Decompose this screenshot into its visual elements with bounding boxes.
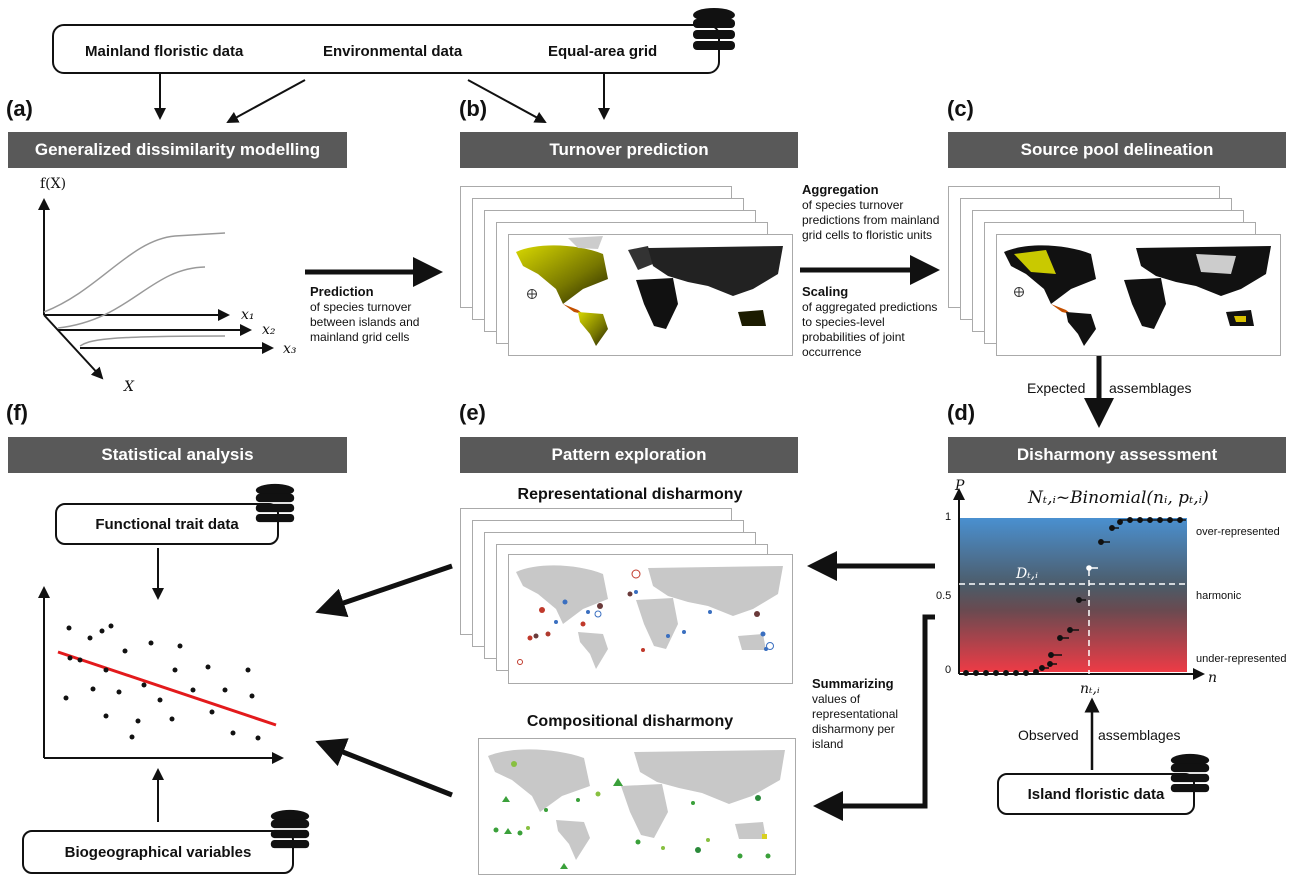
summarizing-bracket xyxy=(813,614,935,821)
x2-label: x₂ xyxy=(262,322,276,338)
panel-b-letter: (b) xyxy=(459,96,488,121)
panel-c-header: Source pool delineation xyxy=(948,132,1286,168)
scaling-head: Scaling xyxy=(802,284,849,299)
panel-f-header: Statistical analysis xyxy=(8,437,347,473)
source-pool-world-map xyxy=(1004,245,1271,346)
biogeographical-variables-box: Biogeographical variables xyxy=(22,830,294,874)
representational-world-map xyxy=(516,565,783,669)
expected-label: Expected xyxy=(1027,380,1086,396)
n-axis-label: n xyxy=(1208,670,1218,686)
cumulative-steps xyxy=(963,517,1186,676)
fx-label: f(X) xyxy=(40,176,67,192)
tick-0: 0 xyxy=(945,664,952,676)
compositional-title: Compositional disharmony xyxy=(526,713,734,730)
island-floristic-data-box: Island floristic data xyxy=(997,773,1195,815)
composition-markers xyxy=(493,761,771,869)
panel-a-header: Generalized dissimilarity modelling xyxy=(8,132,347,168)
panel-c-letter: (c) xyxy=(947,96,974,121)
regression-line xyxy=(57,650,277,727)
panel-e-header: Pattern exploration xyxy=(460,437,798,473)
panel-b-header: Turnover prediction xyxy=(460,132,798,168)
binomial-formula: Nₜ,ᵢ~Binomial(nᵢ, pₜ,ᵢ) xyxy=(1028,488,1209,508)
x1-label: x₁ xyxy=(241,307,255,323)
scaling-body: of aggregated predictions to species-lev… xyxy=(802,300,938,359)
database-icon xyxy=(270,809,310,849)
equal-area-grid-label: Equal-area grid xyxy=(548,43,658,60)
functional-trait-data-box: Functional trait data xyxy=(55,503,279,545)
X-label: X xyxy=(124,379,134,395)
representational-title: Representational disharmony xyxy=(517,486,743,503)
database-icon xyxy=(1170,753,1210,793)
top-arrows xyxy=(154,72,610,123)
crosshair-icon xyxy=(527,289,537,299)
scatter-plot xyxy=(38,586,284,764)
disharmony-plot xyxy=(953,488,1205,680)
crosshair-icon xyxy=(1014,287,1024,297)
observed-label: Observed xyxy=(1018,727,1079,743)
island-markers xyxy=(517,569,774,665)
gdm-plot xyxy=(38,198,274,380)
database-icon xyxy=(255,483,295,523)
summarizing-note: Summarizing values of representational d… xyxy=(812,676,920,752)
compositional-world-map xyxy=(488,749,785,869)
representational-to-analysis-arrow xyxy=(315,563,453,618)
summarizing-body: values of representational disharmony pe… xyxy=(812,692,899,751)
prediction-note: Prediction of species turnover between i… xyxy=(310,284,440,345)
over-represented-label: over-represented xyxy=(1196,526,1280,538)
panel-d-letter: (d) xyxy=(947,400,976,425)
gdm-curves xyxy=(43,232,226,347)
observed-assemblages-label: assemblages xyxy=(1098,727,1181,743)
environmental-data-label: Environmental data xyxy=(323,43,463,60)
summarizing-head: Summarizing xyxy=(812,676,894,691)
panel-a-letter: (a) xyxy=(6,96,33,121)
nti-label: nₜ,ᵢ xyxy=(1080,681,1100,697)
scaling-note: Scaling of aggregated predictions to spe… xyxy=(802,284,942,360)
scatter-points xyxy=(63,623,261,741)
panel-f-letter: (f) xyxy=(6,400,28,425)
panel-e-letter: (e) xyxy=(459,400,486,425)
compositional-to-analysis-arrow xyxy=(315,738,453,798)
under-represented-label: under-represented xyxy=(1196,653,1287,665)
tick-0-5: 0.5 xyxy=(936,590,952,602)
expected-assemblages-label: assemblages xyxy=(1109,380,1192,396)
aggregation-head: Aggregation xyxy=(802,182,879,197)
harmonic-label: harmonic xyxy=(1196,590,1242,602)
tick-1: 1 xyxy=(945,511,952,523)
prediction-head: Prediction xyxy=(310,284,374,299)
mainland-floristic-data-label: Mainland floristic data xyxy=(85,43,244,60)
dti-label: Dₜ,ᵢ xyxy=(1016,566,1038,582)
aggregation-note: Aggregation of species turnover predicti… xyxy=(802,182,942,243)
x3-label: x₃ xyxy=(283,341,297,357)
prediction-body: of species turnover between islands and … xyxy=(310,300,420,344)
aggregation-body: of species turnover predictions from mai… xyxy=(802,198,940,242)
database-icon xyxy=(693,8,735,50)
p-axis-label: P xyxy=(955,478,965,494)
turnover-world-map xyxy=(516,236,783,346)
panel-d-header: Disharmony assessment xyxy=(948,437,1286,473)
